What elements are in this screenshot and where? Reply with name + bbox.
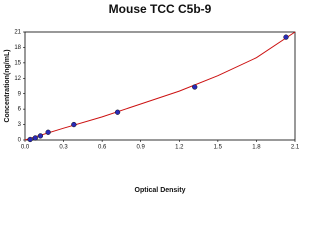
y-axis-label: Concentration(ng/mL) xyxy=(4,49,11,122)
x-tick-label: 1.2 xyxy=(175,145,184,151)
y-tick-label: 21 xyxy=(14,30,21,36)
data-point xyxy=(192,84,198,90)
data-point xyxy=(37,133,44,139)
data-point xyxy=(114,109,121,115)
plot-frame xyxy=(24,31,296,141)
x-tick-label: 1.5 xyxy=(214,145,223,151)
x-tick-label: 0.6 xyxy=(98,145,107,151)
data-point xyxy=(283,34,289,40)
x-tick-label: 0.9 xyxy=(137,145,146,151)
data-point xyxy=(71,121,77,128)
y-tick-label: 3 xyxy=(18,122,22,128)
fit-curve xyxy=(24,31,296,141)
x-tick-label: 0.0 xyxy=(21,145,30,151)
y-tick-label: 12 xyxy=(14,76,21,82)
chart: Mouse TCC C5b-9 Optical Density Concentr… xyxy=(4,2,300,194)
x-axis-label: Optical Density xyxy=(135,187,186,194)
data-point xyxy=(27,136,33,143)
y-tick-label: 15 xyxy=(14,60,21,66)
x-tick-label: 2.1 xyxy=(291,145,300,151)
y-tick-label: 0 xyxy=(18,138,22,144)
y-tick-label: 18 xyxy=(14,45,21,51)
chart-title: Mouse TCC C5b-9 xyxy=(109,2,212,16)
data-point xyxy=(32,135,38,141)
x-tick-label: 1.8 xyxy=(252,145,261,151)
y-tick-label: 6 xyxy=(18,107,22,113)
y-tick-label: 9 xyxy=(18,91,22,97)
page: {"chart_data": {"type": "scatter", "titl… xyxy=(3,2,300,194)
x-tick-label: 0.3 xyxy=(59,145,68,151)
data-point xyxy=(45,129,51,135)
